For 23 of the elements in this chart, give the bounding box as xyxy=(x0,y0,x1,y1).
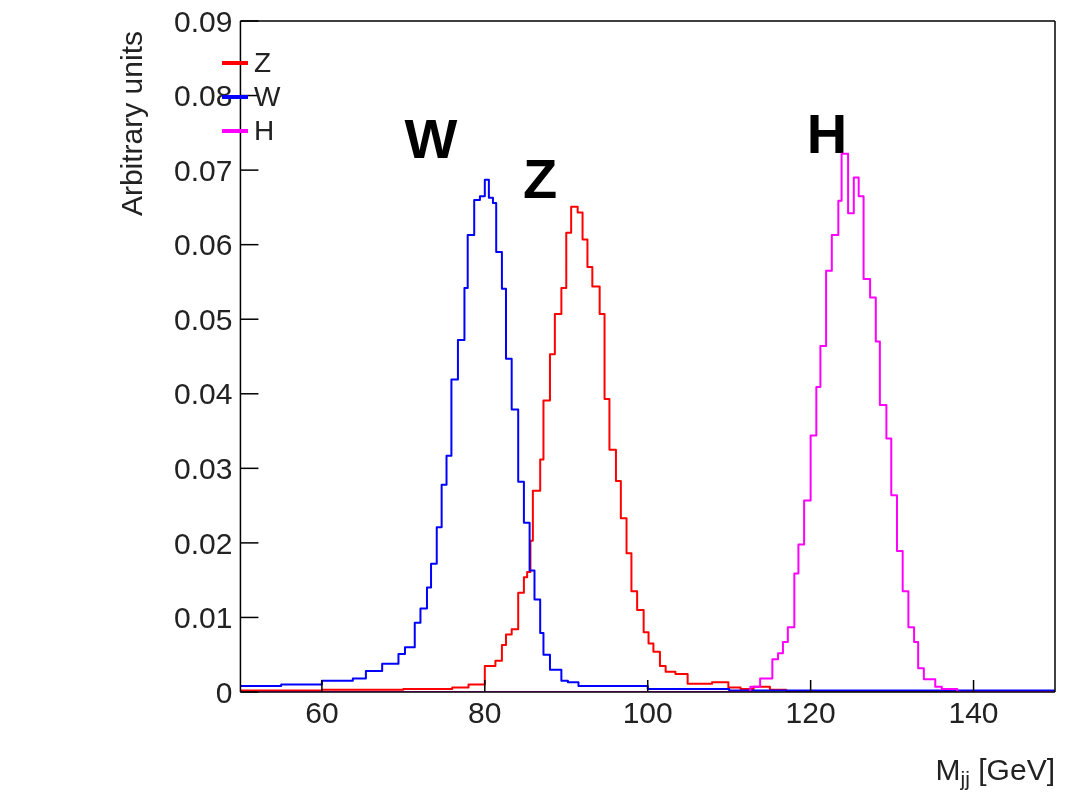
x-tick-label: 140 xyxy=(948,696,999,730)
x-axis-title: M$_{jj}$ [GeV] xyxy=(935,753,1055,791)
annotation: H xyxy=(806,102,848,165)
legend-label: W xyxy=(254,80,281,114)
x-tick-label: 120 xyxy=(785,696,836,730)
y-tick-label: 0.03 xyxy=(174,451,233,485)
y-tick-label: 0 xyxy=(215,675,233,709)
y-tick-label: 0.02 xyxy=(174,526,233,560)
annotation: W xyxy=(404,107,458,170)
y-tick-label: 0.06 xyxy=(174,228,233,262)
y-tick-label: 0.01 xyxy=(174,601,233,635)
y-tick-label: 0.04 xyxy=(174,377,233,411)
y-axis-title: Arbitrary units xyxy=(115,31,149,217)
x-tick-label: 60 xyxy=(305,696,339,730)
x-tick-label: 80 xyxy=(468,696,502,730)
y-tick-label: 0.09 xyxy=(174,4,233,38)
y-tick-label: 0.05 xyxy=(174,302,233,336)
legend-label: Z xyxy=(254,46,272,80)
annotation: Z xyxy=(522,147,558,210)
legend-label: H xyxy=(254,114,275,148)
x-tick-label: 100 xyxy=(622,696,673,730)
y-tick-label: 0.08 xyxy=(174,79,233,113)
y-tick-label: 0.07 xyxy=(174,153,233,187)
